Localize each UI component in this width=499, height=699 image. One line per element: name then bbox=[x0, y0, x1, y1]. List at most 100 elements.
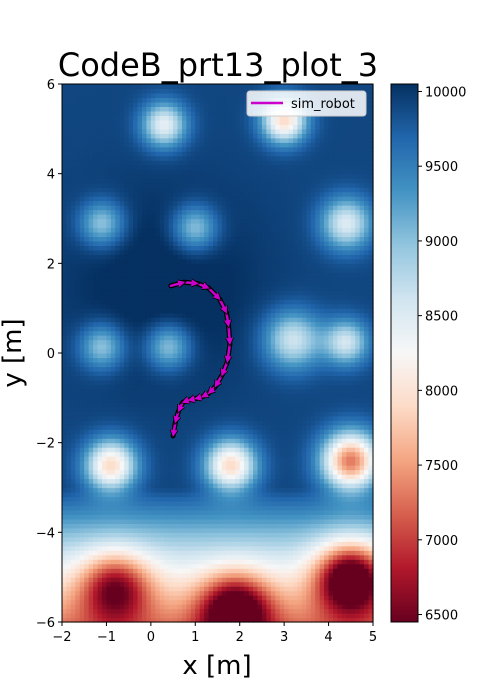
heatmap-cell bbox=[235, 433, 241, 439]
heatmap-cell bbox=[146, 218, 152, 224]
heatmap-cell bbox=[221, 339, 227, 345]
heatmap-cell bbox=[235, 460, 241, 466]
heatmap-cell bbox=[124, 155, 130, 161]
heatmap-cell bbox=[226, 415, 232, 421]
heatmap-cell bbox=[119, 182, 125, 188]
heatmap-cell bbox=[137, 379, 143, 385]
heatmap-cell bbox=[213, 263, 219, 269]
heatmap-cell bbox=[110, 518, 116, 524]
heatmap-cell bbox=[70, 420, 76, 426]
heatmap-cell bbox=[110, 187, 116, 193]
heatmap-cell bbox=[190, 491, 196, 498]
heatmap-cell bbox=[177, 285, 183, 291]
heatmap-cell bbox=[97, 577, 103, 583]
heatmap-cell bbox=[137, 613, 143, 619]
heatmap-cell bbox=[230, 541, 236, 547]
heatmap-cell bbox=[168, 106, 174, 112]
heatmap-cell bbox=[195, 375, 201, 381]
heatmap-cell bbox=[106, 191, 112, 197]
heatmap-cell bbox=[168, 267, 174, 273]
heatmap-cell bbox=[150, 545, 156, 551]
heatmap-cell bbox=[62, 550, 68, 556]
heatmap-cell bbox=[128, 209, 134, 215]
heatmap-cell bbox=[204, 303, 210, 309]
heatmap-cell bbox=[79, 465, 85, 471]
heatmap-cell bbox=[217, 415, 223, 421]
heatmap-cell bbox=[110, 312, 116, 318]
heatmap-cell bbox=[177, 483, 183, 489]
heatmap-cell bbox=[217, 429, 223, 435]
heatmap-cell bbox=[239, 303, 245, 309]
heatmap-cell bbox=[239, 554, 245, 560]
heatmap-cell bbox=[190, 518, 196, 524]
heatmap-cell bbox=[128, 344, 134, 350]
heatmap-cell bbox=[146, 397, 152, 403]
heatmap-cell bbox=[70, 563, 76, 569]
heatmap-cell bbox=[213, 456, 219, 462]
heatmap-cell bbox=[97, 442, 103, 448]
heatmap-cell bbox=[66, 465, 72, 471]
heatmap-cell bbox=[75, 536, 81, 542]
heatmap-cell bbox=[168, 424, 174, 430]
heatmap-cell bbox=[97, 518, 103, 524]
heatmap-cell bbox=[62, 487, 68, 493]
heatmap-cell bbox=[101, 402, 108, 408]
heatmap-cell bbox=[213, 196, 219, 202]
heatmap-cell bbox=[208, 281, 214, 287]
heatmap-cell bbox=[204, 218, 210, 224]
heatmap-cell bbox=[230, 402, 236, 408]
heatmap-cell bbox=[150, 353, 156, 359]
heatmap-cell bbox=[137, 276, 143, 282]
heatmap-cell bbox=[159, 272, 165, 278]
heatmap-cell bbox=[106, 218, 112, 224]
heatmap-cell bbox=[70, 505, 76, 511]
heatmap-cell bbox=[66, 415, 72, 421]
heatmap-cell bbox=[110, 146, 116, 152]
heatmap-cell bbox=[79, 205, 85, 211]
heatmap-cell bbox=[79, 613, 85, 619]
heatmap-cell bbox=[155, 240, 161, 246]
heatmap-cell bbox=[213, 496, 219, 502]
heatmap-cell bbox=[106, 366, 112, 372]
heatmap-cell bbox=[124, 402, 130, 408]
heatmap-cell bbox=[93, 388, 99, 394]
heatmap-cell bbox=[124, 263, 130, 269]
heatmap-cell bbox=[155, 101, 161, 108]
heatmap-cell bbox=[88, 263, 94, 269]
heatmap-cell bbox=[168, 160, 174, 166]
heatmap-cell bbox=[204, 370, 210, 377]
heatmap-cell bbox=[186, 442, 192, 448]
heatmap-cell bbox=[75, 160, 81, 166]
heatmap-cell bbox=[124, 137, 130, 143]
heatmap-cell bbox=[177, 272, 183, 278]
heatmap-cell bbox=[186, 536, 192, 542]
heatmap-cell bbox=[150, 187, 156, 193]
heatmap-cell bbox=[186, 155, 192, 161]
heatmap-cell bbox=[190, 361, 196, 368]
heatmap-cell bbox=[79, 496, 85, 502]
heatmap-cell bbox=[133, 200, 139, 206]
heatmap-cell bbox=[79, 442, 85, 448]
heatmap-cell bbox=[88, 321, 94, 327]
heatmap-cell bbox=[115, 388, 121, 394]
heatmap-cell bbox=[177, 563, 183, 569]
heatmap-cell bbox=[115, 339, 121, 345]
heatmap-cell bbox=[208, 299, 214, 305]
heatmap-cell bbox=[88, 586, 94, 592]
heatmap-cell bbox=[70, 339, 76, 345]
heatmap-cell bbox=[159, 617, 165, 623]
heatmap-cell bbox=[159, 572, 165, 578]
heatmap-cell bbox=[230, 106, 236, 112]
heatmap-cell bbox=[70, 402, 76, 408]
heatmap-cell bbox=[173, 361, 179, 368]
heatmap-cell bbox=[128, 545, 134, 551]
heatmap-cell bbox=[75, 586, 81, 592]
heatmap-cell bbox=[101, 536, 108, 542]
heatmap-cell bbox=[226, 142, 232, 148]
heatmap-cell bbox=[66, 160, 72, 166]
heatmap-cell bbox=[119, 236, 125, 242]
heatmap-cell bbox=[84, 590, 90, 596]
heatmap-cell bbox=[235, 550, 241, 556]
heatmap-cell bbox=[230, 397, 236, 403]
heatmap-cell bbox=[199, 402, 205, 408]
